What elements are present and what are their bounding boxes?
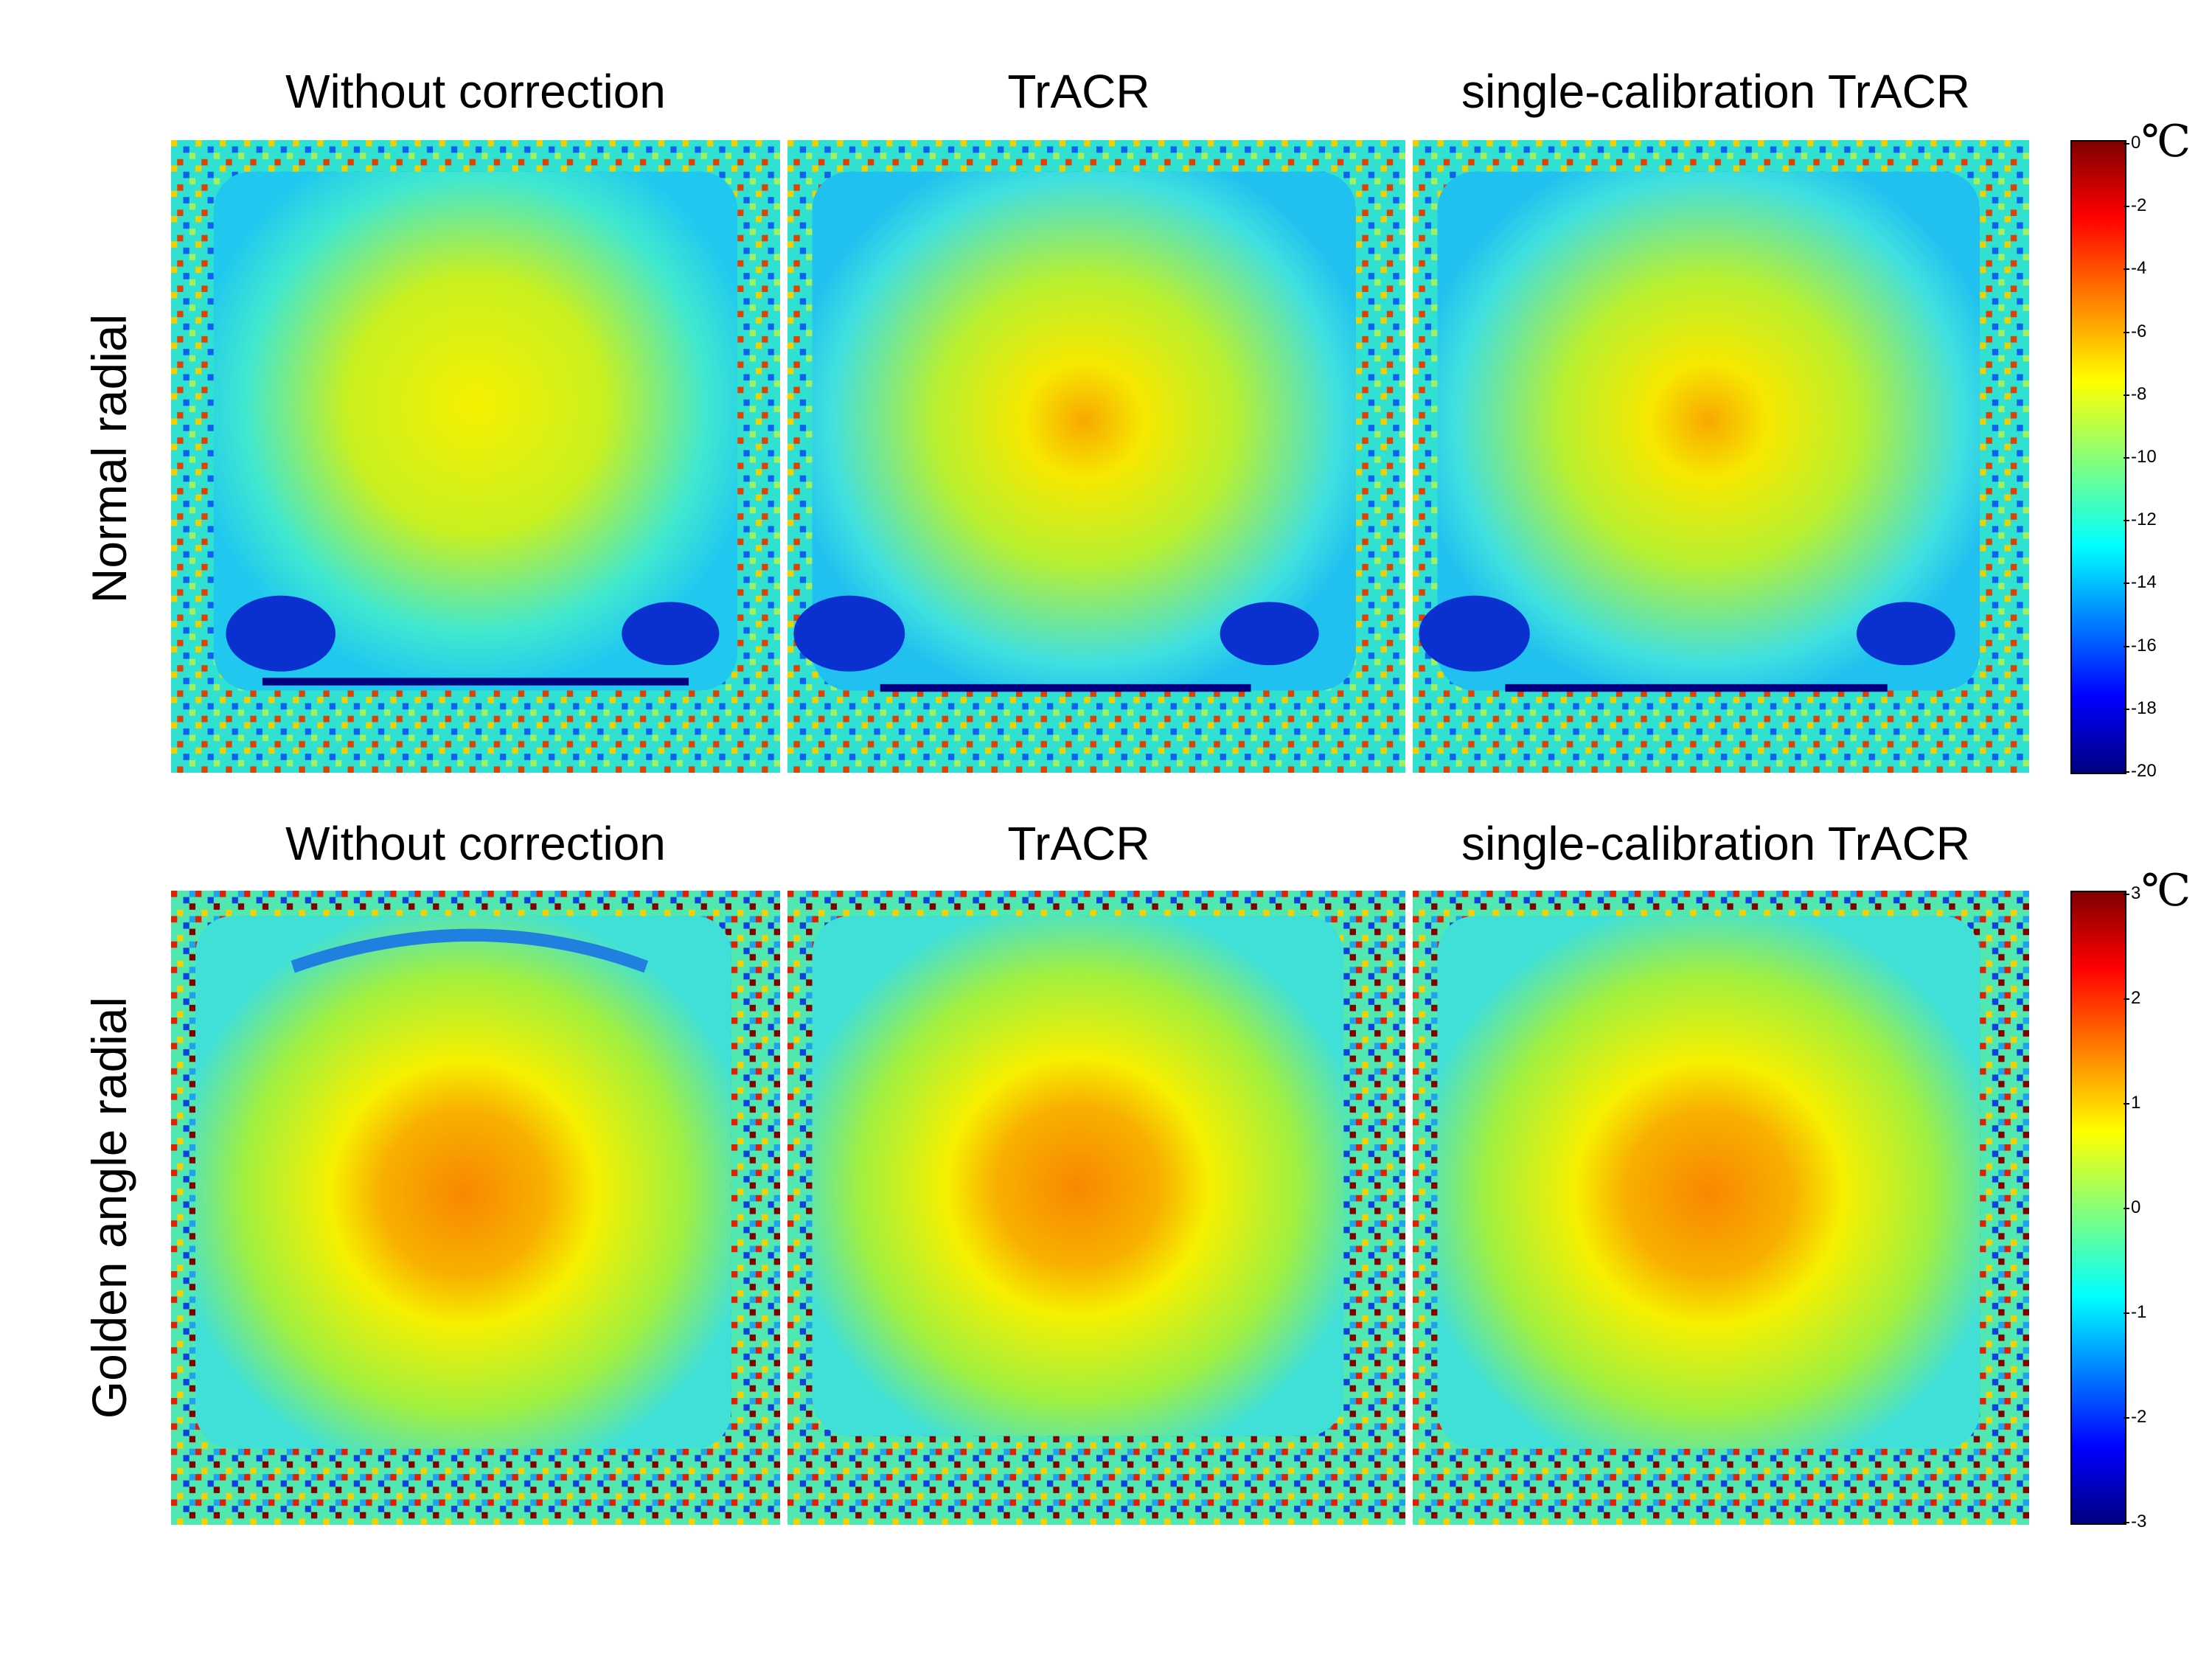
map-normal-radial-single-calibration-tracr xyxy=(1413,140,2029,773)
row-title-normal-radial: Normal radial xyxy=(82,313,136,604)
colorbar-normal-radial-tick-0: 0 xyxy=(2123,133,2141,153)
colorbar-golden-angle-radial xyxy=(2070,891,2126,1525)
map-normal-radial-without-correction xyxy=(171,140,780,773)
colorbar-golden-angle-radial-tick-6: -3 xyxy=(2123,1512,2147,1531)
colorbar-golden-angle-radial-tick-2: 1 xyxy=(2123,1093,2141,1113)
column-title-single-calibration-tracr-top: single-calibration TrACR xyxy=(1461,65,1971,118)
column-title-single-calibration-tracr-bottom: single-calibration TrACR xyxy=(1461,817,1971,870)
colorbar-normal-radial-tick-2: -4 xyxy=(2123,258,2147,279)
map-golden-angle-radial-without-correction xyxy=(171,891,780,1525)
colorbar-golden-angle-radial-tick-4: -1 xyxy=(2123,1302,2147,1322)
colorbar-normal-radial-tick-1: -2 xyxy=(2123,195,2147,216)
colorbar-golden-angle-radial-tick-3: 0 xyxy=(2123,1197,2141,1217)
colorbar-normal-radial-tick-10: -20 xyxy=(2124,761,2157,781)
colorbar-normal-radial-tick-6: -12 xyxy=(2124,509,2157,530)
column-title-without-correction-top: Without correction xyxy=(285,65,666,118)
colorbar-golden-angle-radial-tick-1: 2 xyxy=(2123,988,2141,1008)
colorbar-golden-angle-radial-tick-5: -2 xyxy=(2123,1407,2147,1427)
map-golden-angle-radial-single-calibration-tracr xyxy=(1413,891,2029,1525)
colorbar-unit-normal-radial: ℃ xyxy=(2141,116,2191,167)
colorbar-unit-golden-angle-radial: ℃ xyxy=(2141,865,2191,917)
colorbar-normal-radial-tick-8: -16 xyxy=(2124,635,2157,655)
row-title-golden-angle-radial: Golden angle radial xyxy=(82,996,136,1419)
colorbar-normal-radial-tick-5: -10 xyxy=(2124,447,2157,467)
colorbar-normal-radial-tick-7: -14 xyxy=(2124,572,2157,593)
colorbar-normal-radial-tick-4: -8 xyxy=(2123,383,2147,404)
column-title-tracr-bottom: TrACR xyxy=(1007,817,1150,870)
column-title-tracr-top: TrACR xyxy=(1007,65,1150,118)
column-title-without-correction-bottom: Without correction xyxy=(285,817,666,870)
colorbar-normal-radial-tick-3: -6 xyxy=(2123,321,2147,341)
map-normal-radial-tracr xyxy=(787,140,1405,773)
colorbar-normal-radial-tick-9: -18 xyxy=(2124,698,2157,718)
colorbar-normal-radial xyxy=(2070,140,2126,774)
map-golden-angle-radial-tracr xyxy=(787,891,1405,1525)
colorbar-golden-angle-radial-tick-0: 3 xyxy=(2123,883,2141,903)
